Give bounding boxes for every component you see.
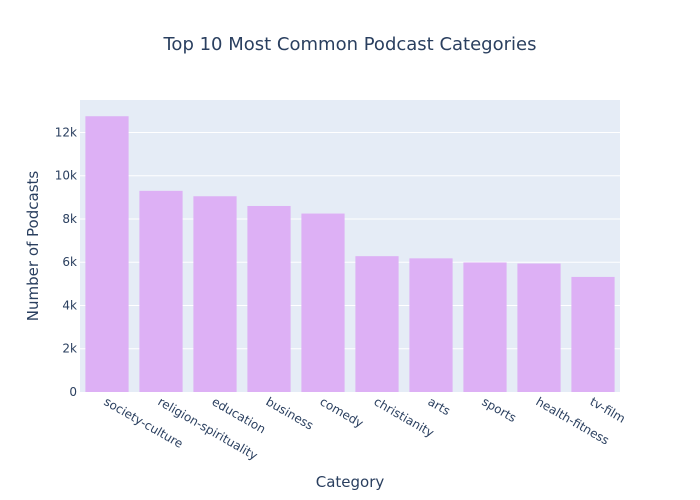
x-tick-label: religion-spirituality: [156, 394, 260, 462]
x-tick-label: sports: [480, 394, 519, 425]
bar-religion-spirituality[interactable]: [139, 190, 183, 392]
y-tick-label: 12k: [55, 125, 77, 139]
y-tick-label: 8k: [62, 212, 77, 226]
x-tick-label: comedy: [318, 394, 366, 430]
bar-business[interactable]: [247, 205, 291, 392]
x-tick-label: business: [264, 394, 316, 432]
y-tick-label: 2k: [62, 342, 77, 356]
y-tick-label: 4k: [62, 298, 77, 312]
x-tick-label: christianity: [372, 394, 437, 440]
bar-tv-film[interactable]: [571, 276, 615, 392]
y-tick-label: 0: [69, 385, 77, 399]
bar-health-fitness[interactable]: [517, 263, 561, 392]
x-tick-label: arts: [426, 394, 453, 418]
x-axis-ticks: society-culturereligion-spiritualityeduc…: [102, 394, 628, 462]
y-axis-title: Number of Podcasts: [24, 171, 42, 322]
bar-arts[interactable]: [409, 258, 453, 392]
chart-title: Top 10 Most Common Podcast Categories: [163, 34, 537, 55]
x-tick-label: tv-film: [588, 394, 628, 425]
x-axis-title: Category: [316, 473, 385, 491]
bar-society-culture[interactable]: [85, 116, 129, 392]
bars: [85, 116, 615, 392]
bar-sports[interactable]: [463, 262, 507, 392]
bar-comedy[interactable]: [301, 213, 345, 392]
bar-education[interactable]: [193, 196, 237, 392]
y-axis-ticks: 0 2k 4k 6k 8k 10k 12k: [55, 125, 77, 399]
bar-christianity[interactable]: [355, 256, 399, 392]
y-tick-label: 6k: [62, 255, 77, 269]
y-tick-label: 10k: [55, 169, 77, 183]
